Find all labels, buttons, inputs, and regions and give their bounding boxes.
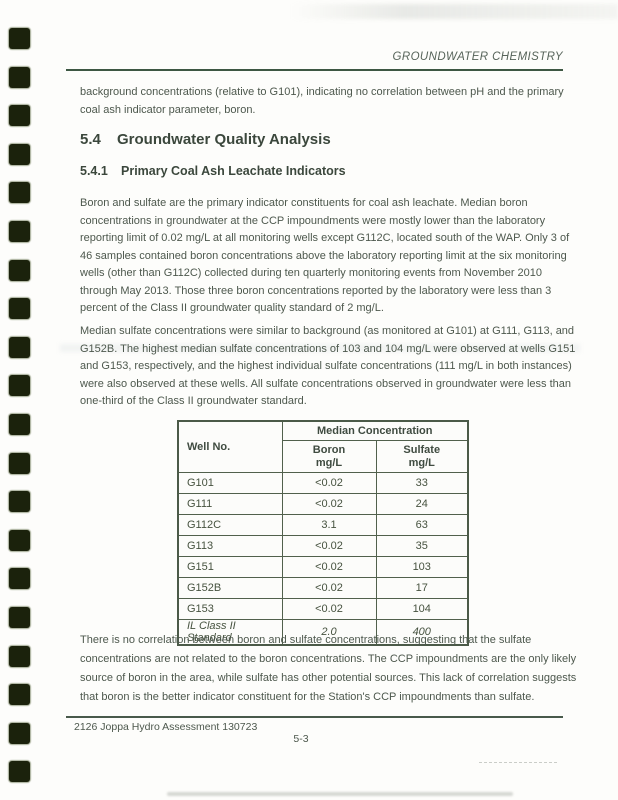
boron-column-header: Boron mg/L: [281, 440, 377, 473]
binding-hole: [9, 28, 30, 49]
binding-hole: [9, 105, 30, 127]
binding-hole: [9, 722, 30, 744]
running-header-title: GROUNDWATER CHEMISTRY: [392, 51, 563, 63]
paragraph: Median sulfate concentrations were simil…: [80, 325, 576, 407]
boron-cell: <0.02: [281, 577, 377, 599]
well-cell: G151: [177, 556, 283, 578]
boron-cell: <0.02: [281, 472, 377, 494]
sulfate-cell: 400: [375, 619, 469, 646]
binding-hole: [9, 298, 30, 320]
binding-hole: [9, 336, 30, 358]
subsection-heading: 5.4.1 Primary Coal Ash Leachate Indicator…: [80, 164, 346, 178]
table-row: IL Class II Standard 2.0 400: [177, 619, 469, 646]
sulfate-label: Sulfate: [403, 443, 441, 456]
binding-hole: [9, 221, 30, 242]
well-cell: G153: [177, 598, 283, 620]
well-cell: IL Class II Standard: [177, 619, 283, 646]
paragraph: Boron and sulfate are the primary indica…: [80, 197, 570, 314]
binding-hole: [9, 182, 30, 204]
well-cell: G111: [177, 493, 283, 515]
binding-hole: [9, 414, 30, 435]
intro-paragraph: background concentrations (relative to G…: [80, 86, 564, 116]
boron-cell: 2.0: [281, 619, 377, 646]
binding-hole: [9, 452, 30, 474]
scan-edge-smudge: [167, 792, 513, 796]
well-column-header: Well No.: [177, 420, 283, 473]
section-number: 5.4: [80, 131, 101, 148]
sulfate-unit: mg/L: [408, 456, 435, 469]
sulfate-cell: 63: [375, 514, 469, 536]
median-concentration-table: Well No. Median Concentration Boron mg/L…: [177, 420, 469, 646]
boron-label: Boron: [312, 443, 346, 456]
boron-cell: 3.1: [281, 514, 377, 536]
table-body: G101 <0.02 33 G111 <0.02 24 G112C 3.1 63 G113 <0.0…: [177, 472, 469, 646]
binding-hole: [9, 259, 30, 281]
binding-hole: [9, 761, 30, 783]
subsection-title: Primary Coal Ash Leachate Indicators: [121, 164, 346, 178]
data-table: Well No. Median Concentration Boron mg/L…: [177, 420, 469, 646]
table-row: G151 <0.02 103: [177, 556, 469, 578]
binding-hole: [9, 645, 30, 667]
scan-shading-top: [290, 4, 618, 19]
binding-hole: [9, 529, 30, 551]
binding-hole: [9, 66, 30, 88]
boron-cell: <0.02: [281, 598, 377, 620]
binding-hole: [9, 607, 30, 628]
sulfate-cell: 35: [375, 535, 469, 557]
binding-hole: [9, 143, 30, 165]
table-subheader-row: Boron mg/L Sulfate mg/L: [178, 440, 469, 473]
page-number: 5-3: [293, 733, 309, 745]
table-row: G113 <0.02 35: [177, 535, 469, 557]
section-title: Groundwater Quality Analysis: [117, 131, 331, 148]
well-cell: G101: [177, 472, 283, 494]
well-cell: G152B: [177, 577, 283, 599]
scan-dashed-artifact: [479, 762, 557, 763]
binding-hole: [9, 491, 30, 513]
binding-hole: [9, 684, 30, 706]
sulfate-cell: 103: [375, 556, 469, 578]
table-row: G111 <0.02 24: [177, 493, 469, 515]
sulfate-cell: 24: [375, 493, 469, 515]
footer-document-id: 2126 Joppa Hydro Assessment 130723: [74, 721, 258, 733]
sulfate-cell: 104: [375, 598, 469, 620]
subsection-number: 5.4.1: [80, 164, 108, 178]
group-header: Median Concentration: [281, 420, 469, 441]
footer-rule: [66, 716, 563, 718]
binding-hole: [9, 375, 30, 397]
table-header-row: Well No. Median Concentration: [177, 420, 469, 473]
boron-cell: <0.02: [281, 535, 377, 557]
paragraph: There is no correlation between boron an…: [80, 634, 577, 703]
header-rule: [66, 69, 563, 71]
boron-cell: <0.02: [281, 556, 377, 578]
binding-hole: [9, 568, 30, 590]
table-row: G153 <0.02 104: [177, 598, 469, 620]
sulfate-cell: 17: [375, 577, 469, 599]
well-cell: G112C: [177, 514, 283, 536]
table-row: G112C 3.1 63: [177, 514, 469, 536]
table-row: G152B <0.02 17: [177, 577, 469, 599]
sulfate-column-header: Sulfate mg/L: [375, 440, 469, 473]
well-cell: G113: [177, 535, 283, 557]
boron-unit: mg/L: [315, 456, 343, 469]
sulfate-cell: 33: [375, 472, 469, 494]
section-heading: 5.4 Groundwater Quality Analysis: [80, 131, 331, 148]
boron-cell: <0.02: [281, 493, 377, 515]
table-row: G101 <0.02 33: [177, 472, 469, 494]
